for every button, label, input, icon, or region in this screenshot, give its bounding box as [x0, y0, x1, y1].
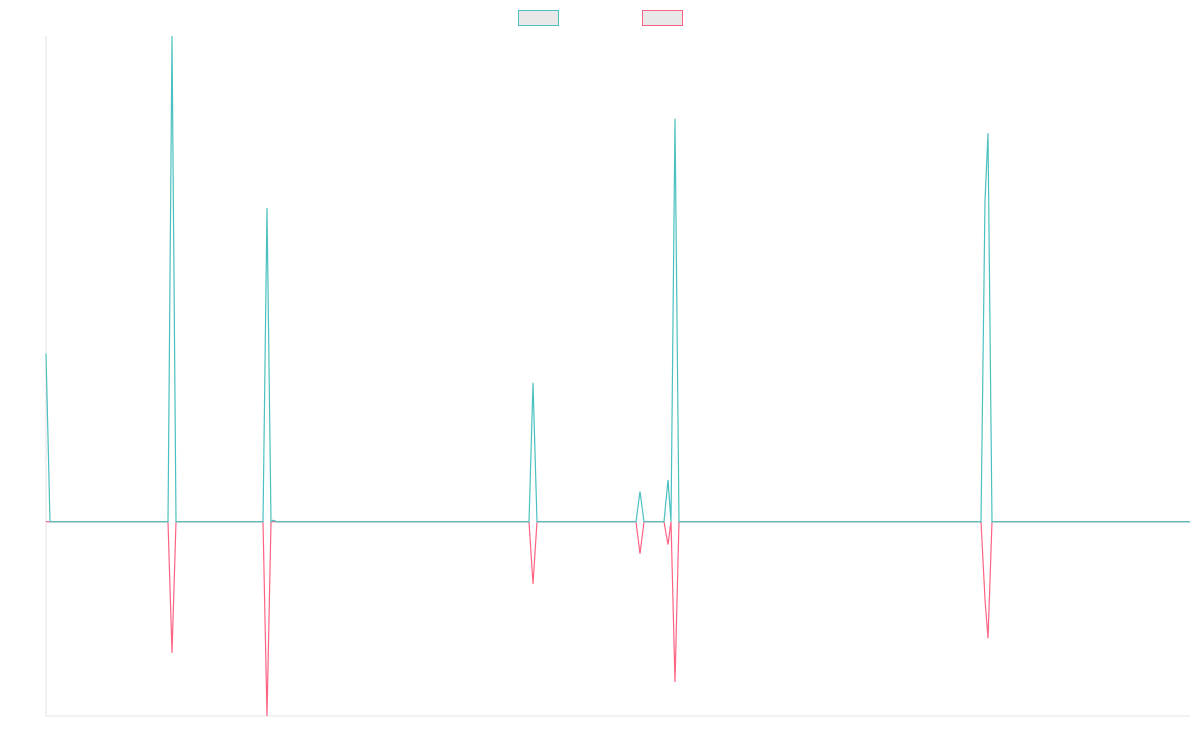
series-line [46, 521, 1190, 717]
legend-swatch[interactable] [642, 10, 683, 26]
series-line [45, 35, 1190, 523]
legend-swatch[interactable] [518, 10, 559, 26]
